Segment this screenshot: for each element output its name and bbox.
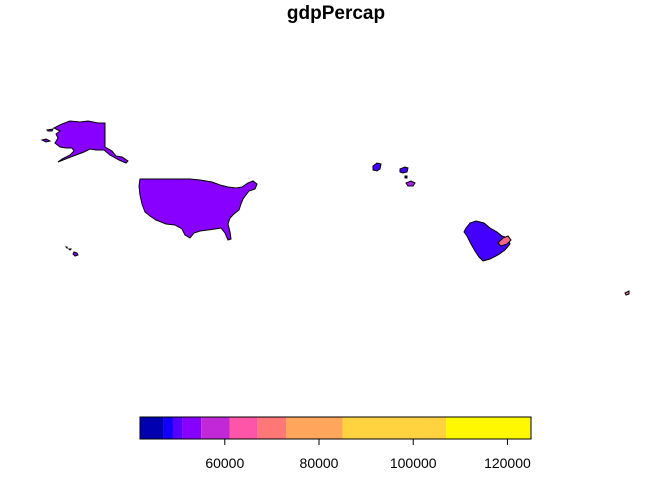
legend-frame xyxy=(139,416,532,440)
legend-bin xyxy=(182,417,202,439)
legend-bin xyxy=(201,417,230,439)
legend-tick-label: 120000 xyxy=(484,455,531,471)
region-alaska-islands[interactable] xyxy=(45,128,54,132)
region-alaska[interactable] xyxy=(52,120,129,164)
legend-bins xyxy=(140,417,531,439)
region-kuwait[interactable] xyxy=(372,162,382,172)
legend-tick-label: 60000 xyxy=(205,455,244,471)
region-bahrain[interactable] xyxy=(399,166,409,174)
legend-bin xyxy=(446,417,531,439)
region-hawaii[interactable] xyxy=(67,248,73,251)
region-qatar[interactable] xyxy=(405,180,416,187)
region-united-states[interactable] xyxy=(138,178,258,241)
region-hawaii[interactable] xyxy=(72,251,79,257)
region-hawaii[interactable] xyxy=(64,246,68,250)
region-united-arab-emirates[interactable] xyxy=(497,235,512,247)
map-title: gdpPercap xyxy=(286,3,386,24)
legend-bin xyxy=(342,417,447,439)
legend-tick-label: 100000 xyxy=(390,455,437,471)
region-singapore[interactable] xyxy=(624,290,630,296)
legend-tick-label: 80000 xyxy=(300,455,339,471)
legend-bin xyxy=(172,417,183,439)
map-regions xyxy=(40,120,630,296)
color-legend: 60000 80000 100000 120000 xyxy=(139,416,532,471)
legend-bin xyxy=(257,417,287,439)
legend-ticks: 60000 80000 100000 120000 xyxy=(205,439,531,471)
legend-bin xyxy=(286,417,343,439)
region-alaska-islands[interactable] xyxy=(40,138,52,143)
legend-bin xyxy=(163,417,173,439)
region-bahrain[interactable] xyxy=(404,175,408,179)
legend-bin xyxy=(140,417,164,439)
legend-bin xyxy=(229,417,258,439)
region-saudi-arabia[interactable] xyxy=(463,220,511,262)
